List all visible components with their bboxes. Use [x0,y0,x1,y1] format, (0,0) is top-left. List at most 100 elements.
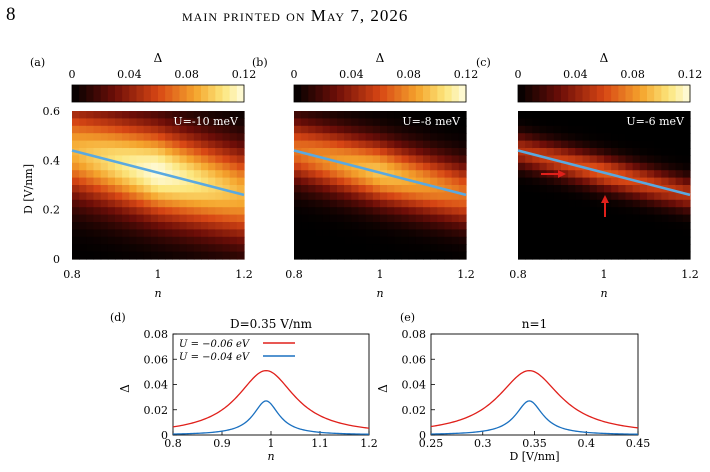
heatmap-cell [165,207,173,216]
heatmap-cell [518,236,526,245]
heatmap-cell [322,207,331,216]
heatmap-cell [596,133,605,142]
heatmap-cell [372,244,381,253]
heatmap-cell [93,244,102,253]
heatmap-cell [372,140,381,149]
heatmap-cell [682,229,691,238]
heatmap-cell [158,177,166,186]
x-axis-label: n [267,450,274,463]
heatmap-cell [546,177,555,186]
heatmap-cell [372,148,381,156]
heatmap-cell [625,214,634,223]
heatmap-cell [647,177,655,186]
heatmap-cell [308,207,317,216]
heatmap-cell [208,192,216,201]
heatmap-cell [458,199,467,208]
heatmap-cell [122,251,130,260]
heatmap-cell [158,111,166,119]
heatmap-cell [193,251,202,260]
heatmap-cell [222,133,231,142]
heatmap-cell [444,118,453,127]
heatmap-cell [661,148,670,156]
heatmap-cell [337,185,345,193]
heatmap-cell [122,177,130,186]
heatmap-cell [100,148,109,156]
heatmap-cell [539,199,548,208]
heatmap-cell [632,125,641,134]
heatmap-cell [93,148,102,156]
heatmap-cell [423,222,431,230]
heatmap-cell [86,162,95,171]
heatmap-cell [380,199,388,208]
heatmap-cell [86,155,95,164]
heatmap-cell [136,222,145,230]
heatmap-cell [329,170,338,179]
heatmap-cell [158,148,166,156]
heatmap-cell [408,214,417,223]
heatmap-cell [201,125,209,134]
heatmap-cell [430,244,438,253]
heatmap-cell [229,244,238,253]
heatmap-cell [408,162,417,171]
heatmap-cell [344,155,352,164]
heatmap-cell [208,199,216,208]
heatmap-cell [604,199,612,208]
heatmap-cell [639,133,648,142]
x-tick-label: 1 [268,437,275,450]
colorbar-cell [604,85,612,102]
heatmap-cell [172,192,181,201]
heatmap-cell [222,214,231,223]
heatmap-cell [136,199,145,208]
heatmap-cell [308,140,317,149]
x-tick-label: 0.8 [63,268,81,281]
heatmap-cell [387,118,395,127]
heatmap-cell [604,214,612,223]
heatmap-cell [107,229,116,238]
heatmap-cell [165,229,173,238]
heatmap-cell [179,207,188,216]
heatmap-cell [158,133,166,142]
heatmap-cell [365,185,374,193]
x-axis-label: D [V/nm] [509,450,559,463]
heatmap-cell [215,177,224,186]
heatmap-cell [165,155,173,164]
heatmap-cell [394,177,403,186]
heatmap-cell [165,140,173,149]
heatmap-cell [525,118,533,127]
heatmap-cell [589,111,598,119]
heatmap-cell [143,214,152,223]
heatmap-cell [415,236,424,245]
heatmap-cell [358,185,367,193]
heatmap-cell [675,148,684,156]
heatmap-cell [308,162,317,171]
heatmap-cell [308,236,317,245]
heatmap-cell [372,192,381,201]
heatmap-cell [568,148,576,156]
heatmap-cell [165,192,173,201]
heatmap-cell [222,118,231,127]
heatmap-cell [387,140,395,149]
heatmap-cell [596,199,605,208]
heatmap-cell [518,192,526,201]
heatmap-cell [208,140,216,149]
colorbar-cell [301,85,309,102]
heatmap-cell [229,251,238,260]
heatmap-cell [172,118,181,127]
heatmap-cell [618,192,627,201]
heatmap-cell [675,222,684,230]
heatmap-cell [575,192,584,201]
heatmap-cell [437,207,446,216]
heatmap-cell [394,222,403,230]
heatmap-cell [525,236,533,245]
heatmap-cell [86,222,95,230]
heatmap-cell [561,162,569,171]
heatmap-cell [654,162,662,171]
x-tick-label: 1.1 [311,437,329,450]
heatmap-cell [632,251,641,260]
heatmap-cell [179,185,188,193]
heatmap-cell [165,236,173,245]
heatmap-cell [215,199,224,208]
heatmap-cell [165,251,173,260]
heatmap-cell [129,125,138,134]
heatmap-cell [215,140,224,149]
